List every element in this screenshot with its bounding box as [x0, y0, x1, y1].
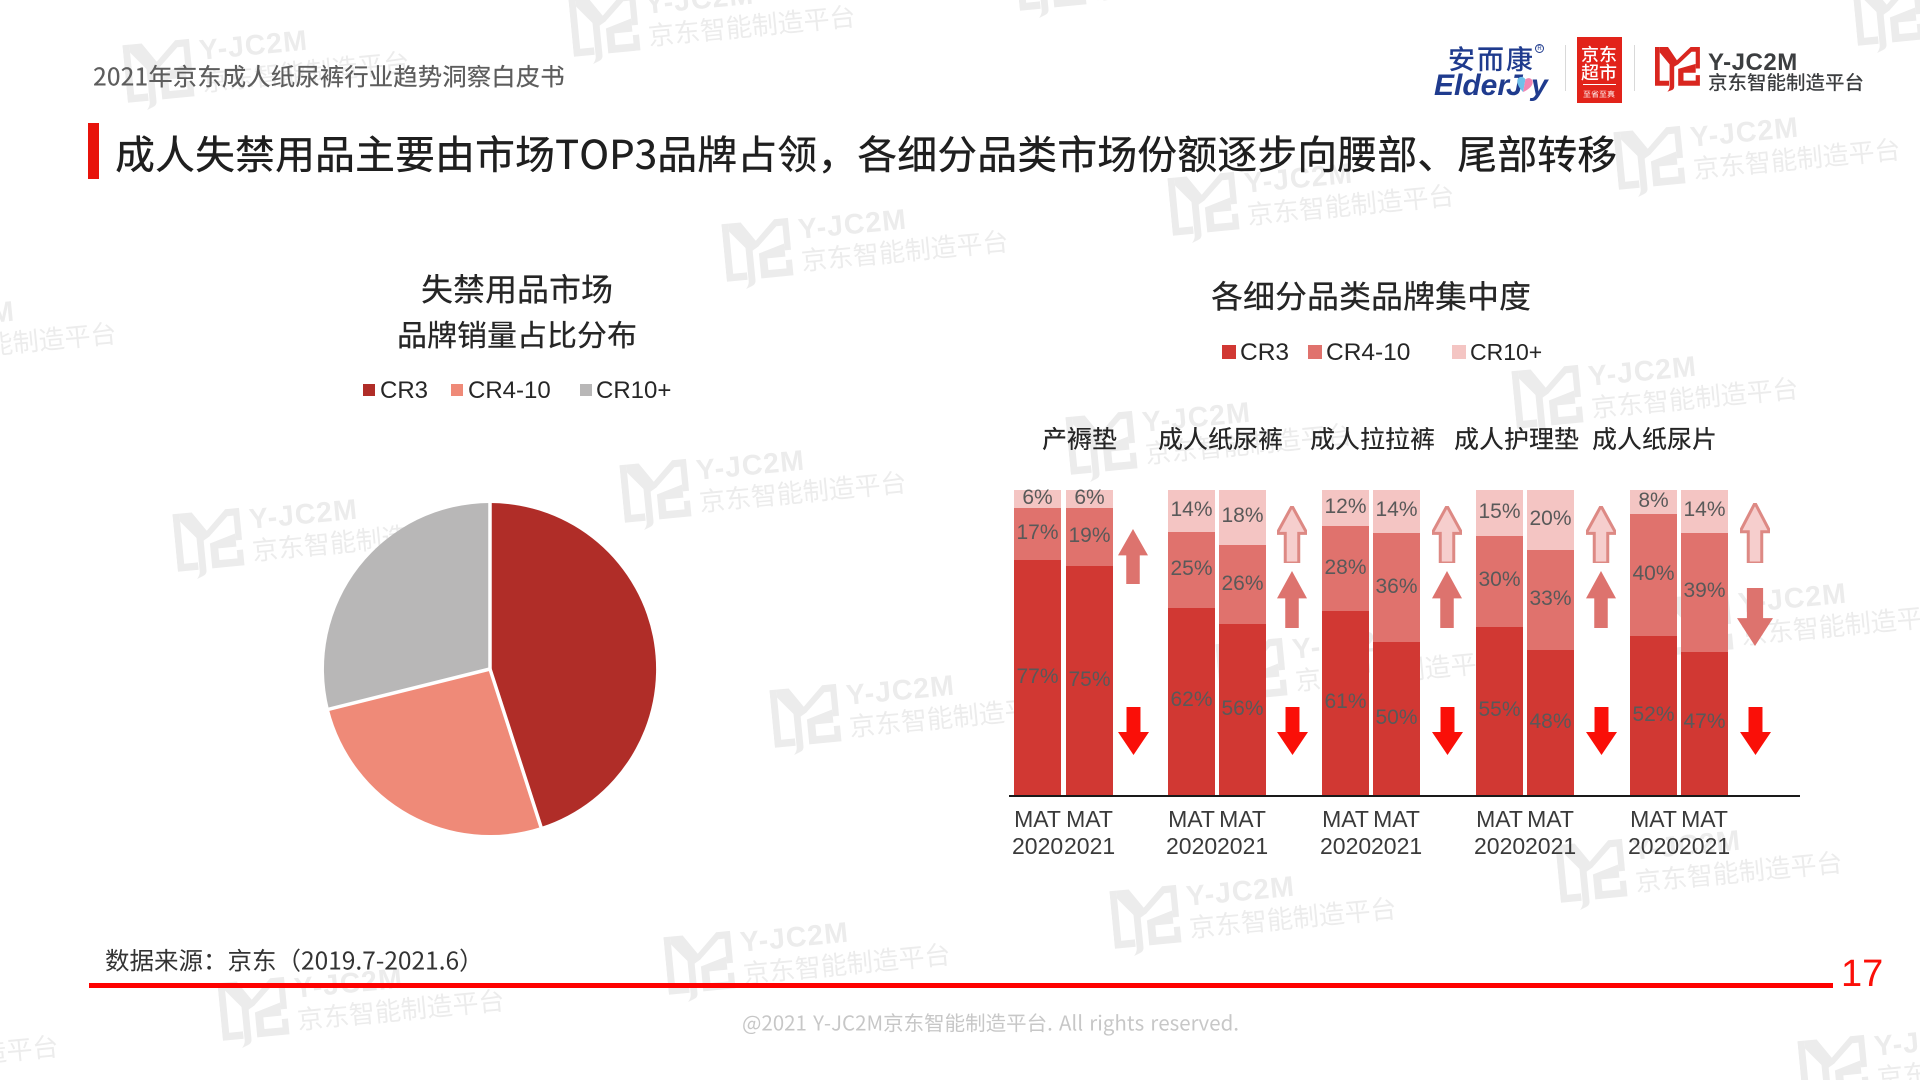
svg-text:Y-JC2M: Y-JC2M	[695, 445, 807, 487]
svg-text:Y-JC2M: Y-JC2M	[644, 0, 756, 21]
svg-text:Y-JC2M: Y-JC2M	[1587, 351, 1699, 393]
svg-text:Y-JC2M: Y-JC2M	[1689, 112, 1801, 154]
svg-text:Y-JC2M: Y-JC2M	[0, 296, 16, 338]
svg-text:Y-JC2M: Y-JC2M	[845, 670, 957, 712]
svg-text:Y-JC2M: Y-JC2M	[739, 917, 851, 959]
svg-text:Y-JC2M: Y-JC2M	[797, 204, 909, 246]
svg-text:Y-JC2M: Y-JC2M	[1185, 871, 1297, 913]
svg-text:Y-JC2M: Y-JC2M	[1873, 1021, 1920, 1063]
